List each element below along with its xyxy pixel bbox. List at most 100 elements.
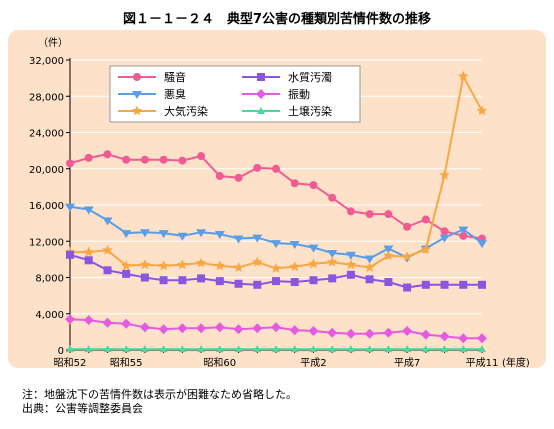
series-大気汚染-point <box>401 251 413 262</box>
x-tick-label: 昭和52 <box>54 357 87 369</box>
legend-label: 騒音 <box>164 70 186 84</box>
series-振動-point <box>252 323 263 334</box>
series-土壌汚染-point <box>384 345 393 353</box>
series-大気汚染-point <box>233 262 244 272</box>
series-土壌汚染-point <box>272 345 280 353</box>
series-土壌汚染-point <box>309 345 318 353</box>
series-水質汚濁-point <box>253 280 262 289</box>
series-騒音-point <box>122 155 131 164</box>
series-悪臭-point <box>102 217 113 226</box>
source-text: 出典：公害等調整委員会 <box>22 402 143 415</box>
series-水質汚濁-point <box>403 283 412 292</box>
y-tick-label: 12,000 <box>29 237 64 248</box>
series-振動-point <box>271 322 281 333</box>
series-悪臭-point <box>345 251 356 260</box>
series-土壌汚染-point <box>234 345 243 353</box>
series-土壌汚染-point <box>346 345 355 353</box>
series-土壌汚染-point <box>66 345 74 353</box>
series-土壌汚染-point <box>478 345 486 353</box>
x-axis-unit: (年度) <box>502 356 530 369</box>
series-悪臭-point <box>289 241 300 249</box>
series-振動-point <box>177 323 188 334</box>
x-tick-label: 昭和60 <box>203 357 236 369</box>
series-振動-point <box>139 322 150 333</box>
series-水質汚濁-point <box>66 250 74 259</box>
series-水質汚濁-point <box>103 266 112 275</box>
series-水質汚濁-point <box>290 278 299 286</box>
series-大気汚染-point <box>420 243 431 254</box>
series-水質汚濁-point <box>272 277 280 286</box>
series-悪臭-point <box>308 244 319 253</box>
legend-label: 水質汚濁 <box>288 70 332 84</box>
series-土壌汚染-point <box>403 345 412 353</box>
series-騒音-point <box>346 207 355 216</box>
series-振動-point <box>121 318 132 329</box>
y-tick-label: 16,000 <box>29 201 64 212</box>
series-大気汚染-point <box>158 260 169 271</box>
series-水質汚濁-point <box>365 275 374 284</box>
series-振動-point <box>233 324 244 335</box>
series-水質汚濁-point <box>234 279 243 288</box>
note-text: 注：地盤沈下の苦情件数は表示が困難なため省略した。 <box>22 388 297 401</box>
series-振動-point <box>420 329 431 340</box>
y-tick-label: 32,000 <box>29 56 64 67</box>
series-土壌汚染-point <box>140 345 149 353</box>
series-水質汚濁-point <box>328 274 337 283</box>
series-水質汚濁-point <box>122 269 131 278</box>
series-騒音-point <box>459 231 468 240</box>
legend-label: 大気汚染 <box>164 104 208 118</box>
series-騒音-point <box>103 150 112 159</box>
series-振動-point <box>477 333 487 344</box>
y-tick-label: 4,000 <box>35 310 64 321</box>
series-騒音-point <box>215 172 224 180</box>
series-土壌汚染-point <box>365 345 374 353</box>
y-tick-label: 28,000 <box>29 92 64 103</box>
series-大気汚染-point <box>214 260 225 271</box>
series-騒音-point <box>140 155 149 164</box>
x-tick-label: 平成11 <box>466 357 499 369</box>
series-水質汚濁-point <box>459 280 468 289</box>
series-水質汚濁-point <box>84 256 93 265</box>
series-大気汚染-point <box>177 259 188 270</box>
series-大気汚染-point <box>476 105 488 116</box>
series-悪臭-point <box>458 226 469 235</box>
series-悪臭-point <box>364 255 375 264</box>
series-騒音-point <box>272 164 280 173</box>
y-tick-label: 0 <box>58 346 64 357</box>
series-土壌汚染-point <box>421 345 430 353</box>
series-水質汚濁-point <box>215 277 224 286</box>
series-騒音-point <box>440 227 449 236</box>
series-騒音-point <box>384 210 393 219</box>
series-悪臭-point <box>139 229 150 238</box>
series-水質汚濁-point <box>309 276 318 285</box>
series-大気汚染-point <box>327 256 338 267</box>
series-大気汚染-point <box>364 262 375 272</box>
series-悪臭-point <box>383 245 394 254</box>
series-水質汚濁-point <box>178 276 187 285</box>
series-悪臭-point <box>83 206 94 215</box>
series-騒音-point <box>365 210 374 219</box>
series-振動-point <box>83 315 94 326</box>
series-振動-point <box>308 326 319 336</box>
series-水質汚濁-point <box>478 280 486 289</box>
series-大気汚染-point <box>270 262 282 273</box>
series-騒音-point <box>66 159 74 168</box>
series-悪臭-point <box>177 232 188 241</box>
series-水質汚濁-point <box>384 278 393 286</box>
series-悪臭-point <box>196 229 207 238</box>
series-悪臭-point <box>327 250 338 258</box>
series-騒音-point <box>178 156 187 165</box>
y-tick-label: 24,000 <box>29 129 64 140</box>
legend-swatch-marker <box>257 73 265 81</box>
series-土壌汚染-point <box>253 345 262 353</box>
series-大気汚染-point <box>383 250 394 261</box>
series-騒音-point <box>403 222 412 231</box>
series-振動-point <box>402 326 413 336</box>
legend-swatch-marker <box>256 89 266 99</box>
series-悪臭-point <box>252 234 263 243</box>
series-振動-point <box>196 323 207 334</box>
legend-swatch-marker <box>132 91 142 99</box>
series-振動-point <box>345 328 356 339</box>
series-水質汚濁-point <box>159 276 168 285</box>
